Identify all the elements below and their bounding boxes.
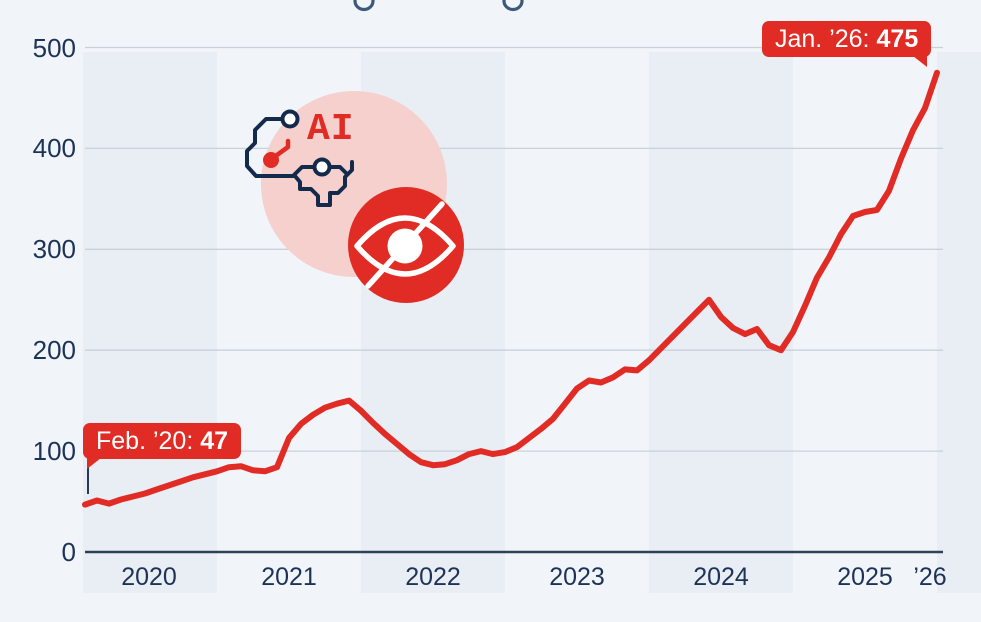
annotation-start-value: 47: [200, 427, 229, 455]
ai-brain-circuit-icon: [245, 109, 354, 207]
annotation-end-badge: Jan. ’26: 475: [762, 21, 932, 67]
y-axis-tick-label: 500: [32, 32, 76, 63]
y-axis-tick-label: 100: [32, 436, 76, 467]
annotation-end-value: 475: [876, 25, 919, 53]
circuit-node-icon: [312, 157, 332, 177]
x-axis-tick-label: 2021: [261, 563, 317, 591]
year-stripe: [83, 52, 217, 593]
x-axis-tick-label: 2022: [405, 563, 461, 591]
hidden-eye-icon: [348, 187, 464, 303]
data-line: [82, 69, 940, 508]
y-axis-tick-label: 300: [32, 234, 76, 265]
x-axis-tick-label: 2025: [837, 563, 893, 591]
ai-illustration: AI: [245, 91, 464, 303]
circuit-red-node-icon: [263, 138, 291, 168]
annotation-start-label: Feb. ’20:: [96, 427, 194, 455]
y-axis-tick-label: 0: [61, 537, 76, 567]
year-stripes: [83, 52, 981, 593]
y-axis-tick-label: 200: [32, 335, 76, 366]
ai-text: AI: [307, 108, 355, 151]
annotation-start-badge: Feb. ’20: 47: [83, 423, 242, 469]
x-axis-tick-label: 2024: [693, 563, 749, 591]
data-series: [82, 69, 940, 508]
annotation-end-label: Jan. ’26:: [775, 25, 870, 53]
y-axis-tick-label: 400: [32, 133, 76, 164]
year-stripe: [649, 52, 793, 593]
cropped-title-descenders: [353, 0, 524, 12]
x-axis-tick-label: ’26: [913, 563, 947, 591]
x-axis-tick-label: 2020: [121, 563, 177, 591]
circuit-node-icon: [280, 109, 300, 129]
year-stripe: [937, 52, 981, 593]
x-axis-tick-label: 2023: [549, 563, 605, 591]
